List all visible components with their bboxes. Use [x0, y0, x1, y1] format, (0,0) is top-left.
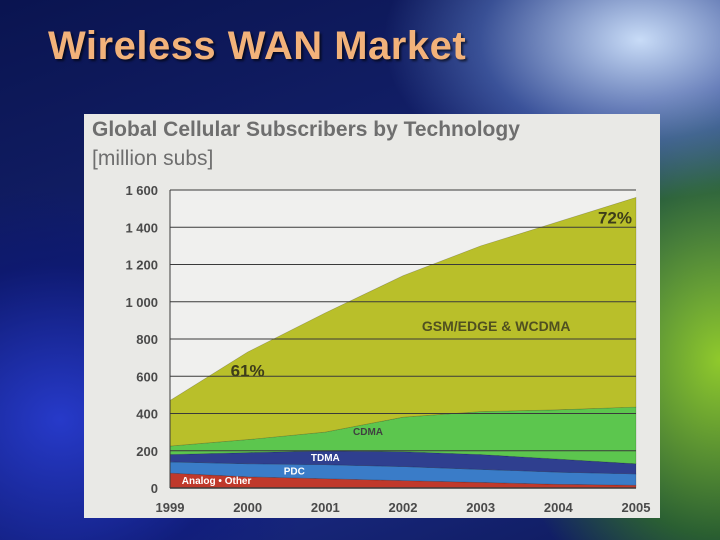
percent-annotation: 61%: [231, 361, 265, 380]
series-label: TDMA: [311, 453, 340, 464]
series-label: Analog • Other: [182, 476, 252, 487]
series-label: GSM/EDGE & WCDMA: [422, 318, 571, 334]
x-tick-label: 2000: [233, 500, 262, 515]
y-tick-label: 600: [136, 369, 158, 384]
chart-panel: Global Cellular Subscribers by Technolog…: [84, 114, 660, 518]
x-tick-label: 2004: [544, 500, 574, 515]
y-tick-label: 1 000: [125, 295, 158, 310]
stacked-area-chart: 0 200 400 600 800 1 000 1 200 1 400 1 600 1999 200…: [125, 183, 651, 515]
percent-annotation: 72%: [598, 209, 632, 228]
y-tick-label: 200: [136, 444, 158, 459]
slide-title: Wireless WAN Market: [48, 24, 467, 68]
x-tick-label: 2003: [466, 500, 495, 515]
area-series-4: [169, 196, 637, 447]
series-label: PDC: [284, 467, 305, 478]
x-tick-label: 2001: [311, 500, 340, 515]
y-tick-label: 0: [151, 481, 158, 496]
x-tick-label: 1999: [156, 500, 185, 515]
series-label: CDMA: [353, 427, 383, 438]
x-tick-label: 2005: [622, 500, 651, 515]
y-tick-label: 1 400: [125, 220, 158, 235]
y-tick-label: 1 200: [125, 258, 158, 273]
y-tick-label: 400: [136, 407, 158, 422]
chart-subtitle: [million subs]: [92, 147, 214, 170]
chart-title: Global Cellular Subscribers by Technolog…: [92, 118, 520, 141]
y-tick-label: 1 600: [125, 183, 158, 198]
x-tick-label: 2002: [389, 500, 418, 515]
y-tick-label: 800: [136, 332, 158, 347]
